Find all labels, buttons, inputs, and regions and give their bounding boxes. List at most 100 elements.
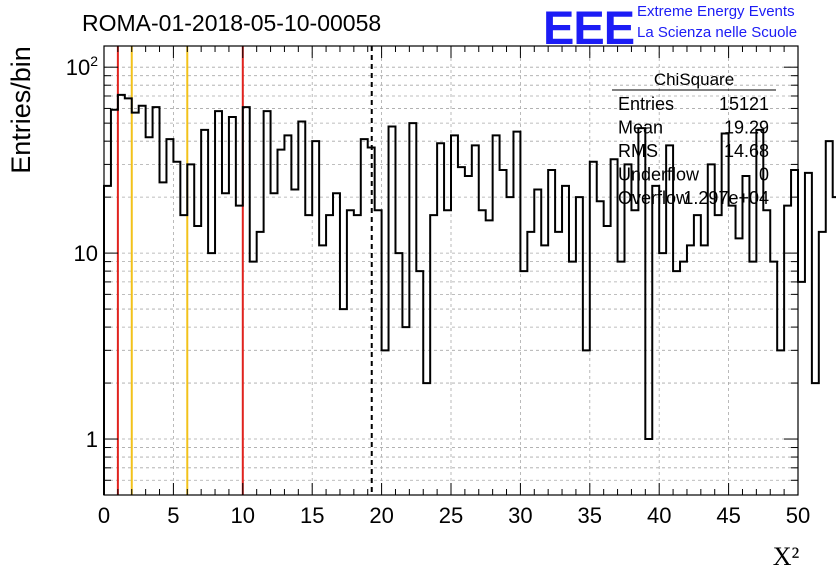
histogram-bin — [291, 189, 298, 495]
x-tick-label: 20 — [369, 503, 393, 528]
histogram-bin — [222, 193, 229, 495]
histogram-bin — [548, 170, 555, 495]
histogram-bin — [437, 143, 444, 495]
histogram-bin — [229, 117, 236, 495]
histogram-bin — [208, 253, 215, 495]
histogram-bin — [187, 164, 194, 495]
histogram-bin — [680, 262, 687, 495]
histogram-bin — [250, 262, 257, 495]
histogram-bin — [382, 350, 389, 495]
histogram-bin — [326, 215, 333, 495]
histogram-bin — [201, 130, 208, 495]
histogram-bin — [736, 238, 743, 495]
histogram-bin — [132, 113, 139, 495]
eee-logo: EEE — [543, 1, 635, 54]
x-tick-label: 10 — [231, 503, 255, 528]
histogram-bin — [826, 141, 833, 495]
histogram-bin — [402, 327, 409, 495]
histogram-bin — [694, 215, 701, 495]
y-tick-label: 1 — [86, 427, 98, 452]
x-axis-label: X² — [773, 542, 800, 571]
x-tick-label: 45 — [716, 503, 740, 528]
histogram-bin — [597, 201, 604, 495]
stats-row-value: 1.297e+04 — [683, 188, 769, 208]
y-axis-label: Entries/bin — [6, 46, 36, 174]
histogram-bin — [541, 245, 548, 495]
histogram-bin — [319, 245, 326, 495]
histogram-bin — [271, 193, 278, 495]
histogram-bin — [770, 262, 777, 495]
stats-box-title: ChiSquare — [654, 70, 734, 89]
histogram-bin — [430, 215, 437, 495]
histogram-bin — [590, 162, 597, 495]
histogram-bin — [166, 139, 173, 495]
histogram-bin — [395, 253, 402, 495]
histogram-bin — [652, 186, 659, 495]
histogram-bin — [819, 232, 826, 495]
histogram-bin — [701, 245, 708, 495]
histogram-bin — [534, 189, 541, 495]
histogram-bin — [333, 193, 340, 495]
histogram-bin — [791, 170, 798, 495]
chart-title: ROMA-01-2018-05-10-00058 — [82, 10, 382, 36]
histogram-bin — [576, 197, 583, 495]
stats-row-value: 0 — [759, 165, 769, 185]
stats-row-label: Mean — [618, 118, 663, 138]
histogram-bin — [354, 215, 361, 495]
y-axis-ticks: 1 10 102 — [66, 53, 798, 496]
histogram-bin — [125, 98, 132, 495]
histogram-bin — [180, 215, 187, 495]
histogram-bin — [798, 282, 805, 495]
histogram-bin — [146, 137, 153, 495]
histogram-bin — [604, 226, 611, 495]
histogram-bin — [659, 253, 666, 495]
histogram-bin — [160, 182, 167, 495]
histogram-bin — [312, 141, 319, 495]
histogram-outline — [103, 93, 836, 495]
histogram-bin — [111, 110, 118, 495]
x-axis-ticks: 0 5 10 15 20 25 30 35 40 45 50 — [98, 46, 810, 528]
histogram-bin — [194, 226, 201, 495]
histogram-bin — [812, 383, 819, 495]
histogram-bin — [173, 162, 180, 495]
x-tick-label: 50 — [786, 503, 810, 528]
histogram-bin — [708, 164, 715, 495]
histogram-bin — [458, 167, 465, 495]
histogram-bin — [153, 107, 160, 495]
histogram-bin — [278, 150, 285, 495]
logo-tagline-2: La Scienza nelle Scuole — [637, 24, 798, 41]
histogram-bin — [562, 186, 569, 495]
histogram-bin — [749, 262, 756, 495]
logo-tagline-1: Extreme Energy Events — [637, 3, 795, 20]
y-tick-label: 10 — [74, 241, 98, 266]
histogram-bin — [305, 215, 312, 495]
x-tick-label: 15 — [300, 503, 324, 528]
histogram-bin — [215, 111, 222, 495]
histogram-bin — [777, 350, 784, 495]
x-tick-label: 25 — [439, 503, 463, 528]
histogram-bin — [507, 197, 514, 495]
x-tick-label: 40 — [647, 503, 671, 528]
stats-row-label: Underflow — [618, 165, 700, 185]
histogram-bin — [340, 309, 347, 495]
histogram-bin — [472, 145, 479, 495]
histogram-bin — [569, 262, 576, 495]
histogram-bin — [625, 164, 632, 495]
histogram-bin — [687, 245, 694, 495]
histogram-bin — [118, 95, 125, 495]
stats-row-label: Entries — [618, 94, 674, 114]
stats-row-value: 19.29 — [724, 118, 769, 138]
histogram-bin — [618, 262, 625, 495]
histogram-bin — [284, 135, 291, 495]
histogram-bin — [805, 173, 812, 495]
stats-row-value: 14.68 — [724, 141, 769, 161]
x-tick-label: 5 — [167, 503, 179, 528]
reference-lines — [116, 46, 373, 495]
histogram-bin — [104, 186, 111, 495]
histogram-bin — [513, 132, 520, 495]
histogram-bin — [361, 139, 368, 495]
stats-row-label: Overflow — [618, 188, 690, 208]
histogram-bin — [493, 135, 500, 495]
histogram-bin — [243, 107, 250, 495]
